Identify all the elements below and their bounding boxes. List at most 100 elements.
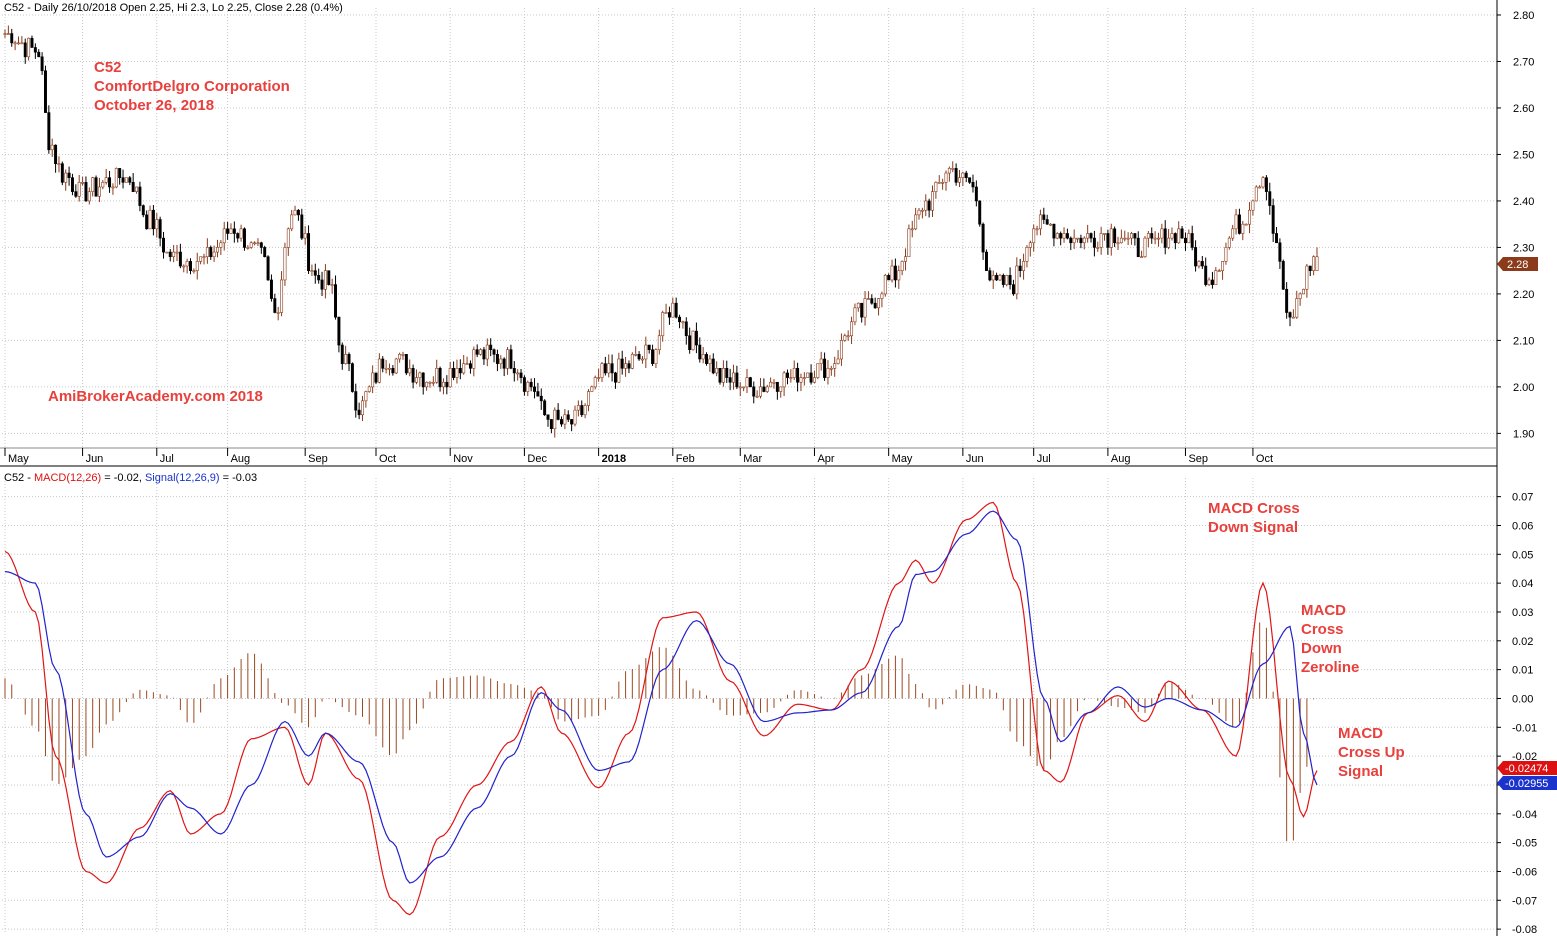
candle-body bbox=[465, 363, 469, 365]
candle-body bbox=[954, 168, 958, 183]
signal-header-value: = -0.03 bbox=[220, 472, 258, 484]
candle-body bbox=[293, 209, 297, 216]
candle-body bbox=[850, 321, 854, 337]
candle-body bbox=[492, 349, 496, 355]
candle-body bbox=[1204, 265, 1208, 285]
candle-body bbox=[1288, 312, 1292, 318]
candle-body bbox=[1045, 219, 1049, 225]
candle-body bbox=[752, 386, 756, 397]
candle-body bbox=[836, 358, 840, 364]
candle-body bbox=[317, 275, 321, 281]
candle-body bbox=[1123, 237, 1127, 240]
candle-body bbox=[87, 191, 91, 202]
candle-body bbox=[1140, 256, 1144, 259]
candle-body bbox=[587, 391, 590, 406]
candle-body bbox=[674, 302, 678, 318]
candle-body bbox=[762, 386, 766, 392]
candle-body bbox=[428, 381, 432, 384]
candle-body bbox=[209, 247, 213, 258]
candle-body bbox=[414, 377, 418, 383]
candle-body bbox=[553, 409, 557, 430]
candle-body bbox=[249, 242, 253, 248]
candle-body bbox=[1312, 256, 1316, 271]
candle-body bbox=[3, 33, 7, 35]
candle-body bbox=[1248, 209, 1252, 225]
candle-body bbox=[1022, 261, 1026, 271]
candle-body bbox=[374, 372, 378, 383]
candle-body bbox=[145, 214, 149, 230]
macd-tick-label: 0.07 bbox=[1512, 492, 1533, 504]
candle-body bbox=[897, 270, 901, 281]
macd-tick-label: 0.00 bbox=[1512, 693, 1533, 705]
candle-body bbox=[97, 186, 101, 197]
candle-body bbox=[101, 182, 105, 188]
candle-body bbox=[1126, 237, 1130, 240]
candle-body bbox=[364, 391, 368, 402]
candle-body bbox=[408, 367, 412, 374]
macd-tick-label: -0.07 bbox=[1512, 895, 1537, 907]
date-axis: May Jun Jul Aug Sep Oct Nov Dec 2018 Feb Mar Apr May… bbox=[4, 448, 1273, 465]
cross-down-zeroline-note: MACD Cross Down Zeroline bbox=[1301, 602, 1359, 676]
candle-body bbox=[1285, 288, 1289, 313]
candle-body bbox=[1005, 275, 1009, 285]
candle-body bbox=[640, 358, 644, 361]
candle-body bbox=[705, 354, 709, 364]
candle-body bbox=[441, 381, 445, 388]
candle-body bbox=[462, 363, 466, 374]
macd-header-value: = -0.02, bbox=[101, 472, 145, 484]
candle-body bbox=[118, 168, 122, 178]
candle-body bbox=[964, 172, 968, 178]
candle-body bbox=[1028, 242, 1032, 248]
month-tick-label: May bbox=[892, 453, 913, 465]
candle-body bbox=[765, 386, 769, 392]
price-badge: 2.28 bbox=[1497, 257, 1538, 271]
price-tick-label: 2.60 bbox=[1513, 103, 1534, 115]
candle-body bbox=[1032, 228, 1036, 244]
candle-body bbox=[367, 386, 371, 392]
candle-body bbox=[121, 177, 125, 183]
candle-body bbox=[694, 330, 698, 346]
candle-body bbox=[654, 349, 658, 364]
candle-body bbox=[617, 358, 621, 383]
month-tick-label: Nov bbox=[453, 453, 473, 465]
candle-body bbox=[613, 372, 617, 383]
candle-body bbox=[698, 344, 702, 360]
candle-body bbox=[172, 251, 176, 258]
candle-body bbox=[1237, 214, 1241, 234]
macd-tick-label: 0.05 bbox=[1512, 549, 1533, 561]
candle-body bbox=[1281, 261, 1285, 290]
candle-body bbox=[1180, 228, 1184, 239]
candle-body bbox=[337, 316, 341, 346]
candle-body bbox=[968, 177, 972, 183]
candle-body bbox=[890, 265, 894, 281]
candle-body bbox=[347, 354, 351, 364]
candle-body bbox=[232, 228, 236, 234]
candle-body bbox=[610, 363, 614, 374]
title-line-symbol: C52 bbox=[94, 59, 122, 76]
price-tick-label: 2.80 bbox=[1513, 10, 1534, 22]
candle-body bbox=[1109, 228, 1113, 248]
candle-body bbox=[1153, 237, 1157, 240]
candle-body bbox=[607, 363, 611, 374]
candle-body bbox=[445, 381, 449, 388]
candle-body bbox=[984, 251, 988, 271]
candle-body bbox=[1167, 237, 1171, 248]
candle-body bbox=[253, 242, 257, 245]
candle-body bbox=[91, 177, 95, 192]
candle-body bbox=[887, 275, 891, 281]
candle-body bbox=[13, 42, 17, 45]
candle-body bbox=[1291, 316, 1295, 319]
candle-body bbox=[701, 354, 705, 360]
candle-body bbox=[1076, 237, 1080, 240]
candle-body bbox=[627, 363, 631, 369]
candle-body bbox=[438, 367, 442, 388]
candle-body bbox=[1099, 233, 1103, 248]
candle-body bbox=[1113, 228, 1117, 244]
candle-body bbox=[256, 242, 260, 245]
candle-body bbox=[1305, 265, 1309, 290]
macd-badge-text: -0.02474 bbox=[1505, 763, 1548, 775]
candle-body bbox=[458, 367, 462, 374]
candle-body bbox=[603, 363, 607, 374]
candle-body bbox=[759, 386, 762, 397]
candle-body bbox=[951, 168, 955, 170]
